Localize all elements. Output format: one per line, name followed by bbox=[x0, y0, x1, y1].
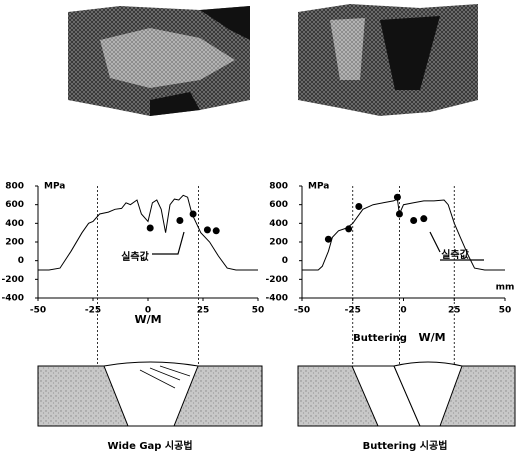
measured-point bbox=[410, 217, 417, 224]
y-tick-label: 400 bbox=[269, 219, 288, 229]
y-tick-label: 800 bbox=[5, 182, 24, 192]
y-tick-label: -200 bbox=[265, 275, 288, 285]
y-tick-label: 600 bbox=[269, 200, 288, 210]
y-tick-label: 200 bbox=[269, 238, 288, 248]
cross-section-left bbox=[38, 362, 262, 426]
measured-point bbox=[345, 225, 352, 232]
measured-point bbox=[355, 203, 362, 210]
stress-line bbox=[302, 199, 505, 270]
figure: -400-2000200400600800-50-2502550MPaW/M실측… bbox=[0, 0, 520, 456]
annotation: 실측값 bbox=[441, 248, 469, 261]
measured-point bbox=[420, 215, 427, 222]
measured-point bbox=[147, 225, 154, 232]
mesh-image-right bbox=[298, 4, 478, 116]
measured-point bbox=[176, 217, 183, 224]
measured-point bbox=[396, 211, 403, 218]
y-tick-label: 600 bbox=[5, 200, 24, 210]
unit-label: mm bbox=[496, 283, 515, 293]
x-tick-label: 0 bbox=[400, 306, 406, 316]
caption: Wide Gap 시공법 bbox=[107, 439, 192, 452]
x-tick-label: 50 bbox=[499, 306, 512, 316]
y-tick-label: -400 bbox=[1, 294, 24, 304]
caption: Buttering 시공법 bbox=[363, 439, 448, 452]
y-tick-label: 400 bbox=[5, 219, 24, 229]
measured-point bbox=[394, 194, 401, 201]
section-label: Buttering bbox=[353, 333, 407, 344]
measured-point bbox=[190, 211, 197, 218]
y-tick-label: 0 bbox=[18, 256, 24, 266]
annotation-arrow bbox=[152, 232, 184, 254]
y-tick-label: -400 bbox=[265, 294, 288, 304]
y-tick-label: 200 bbox=[5, 238, 24, 248]
y-axis-label: MPa bbox=[44, 182, 65, 192]
x-axis-label: W/M bbox=[134, 313, 161, 326]
measured-point bbox=[213, 227, 220, 234]
y-tick-label: 800 bbox=[269, 182, 288, 192]
annotation: 실측값 bbox=[121, 250, 149, 263]
x-tick-label: -50 bbox=[294, 306, 310, 316]
measured-point bbox=[204, 226, 211, 233]
y-tick-label: -200 bbox=[1, 275, 24, 285]
x-tick-label: 50 bbox=[252, 306, 265, 316]
x-tick-label: -25 bbox=[85, 306, 101, 316]
x-tick-label: -50 bbox=[30, 306, 46, 316]
cross-section-right bbox=[298, 362, 515, 426]
y-tick-label: 0 bbox=[282, 256, 288, 266]
mesh-image-left bbox=[68, 6, 250, 116]
x-axis-label: W/M bbox=[418, 331, 445, 344]
measured-point bbox=[325, 236, 332, 243]
y-axis-label: MPa bbox=[308, 182, 329, 192]
